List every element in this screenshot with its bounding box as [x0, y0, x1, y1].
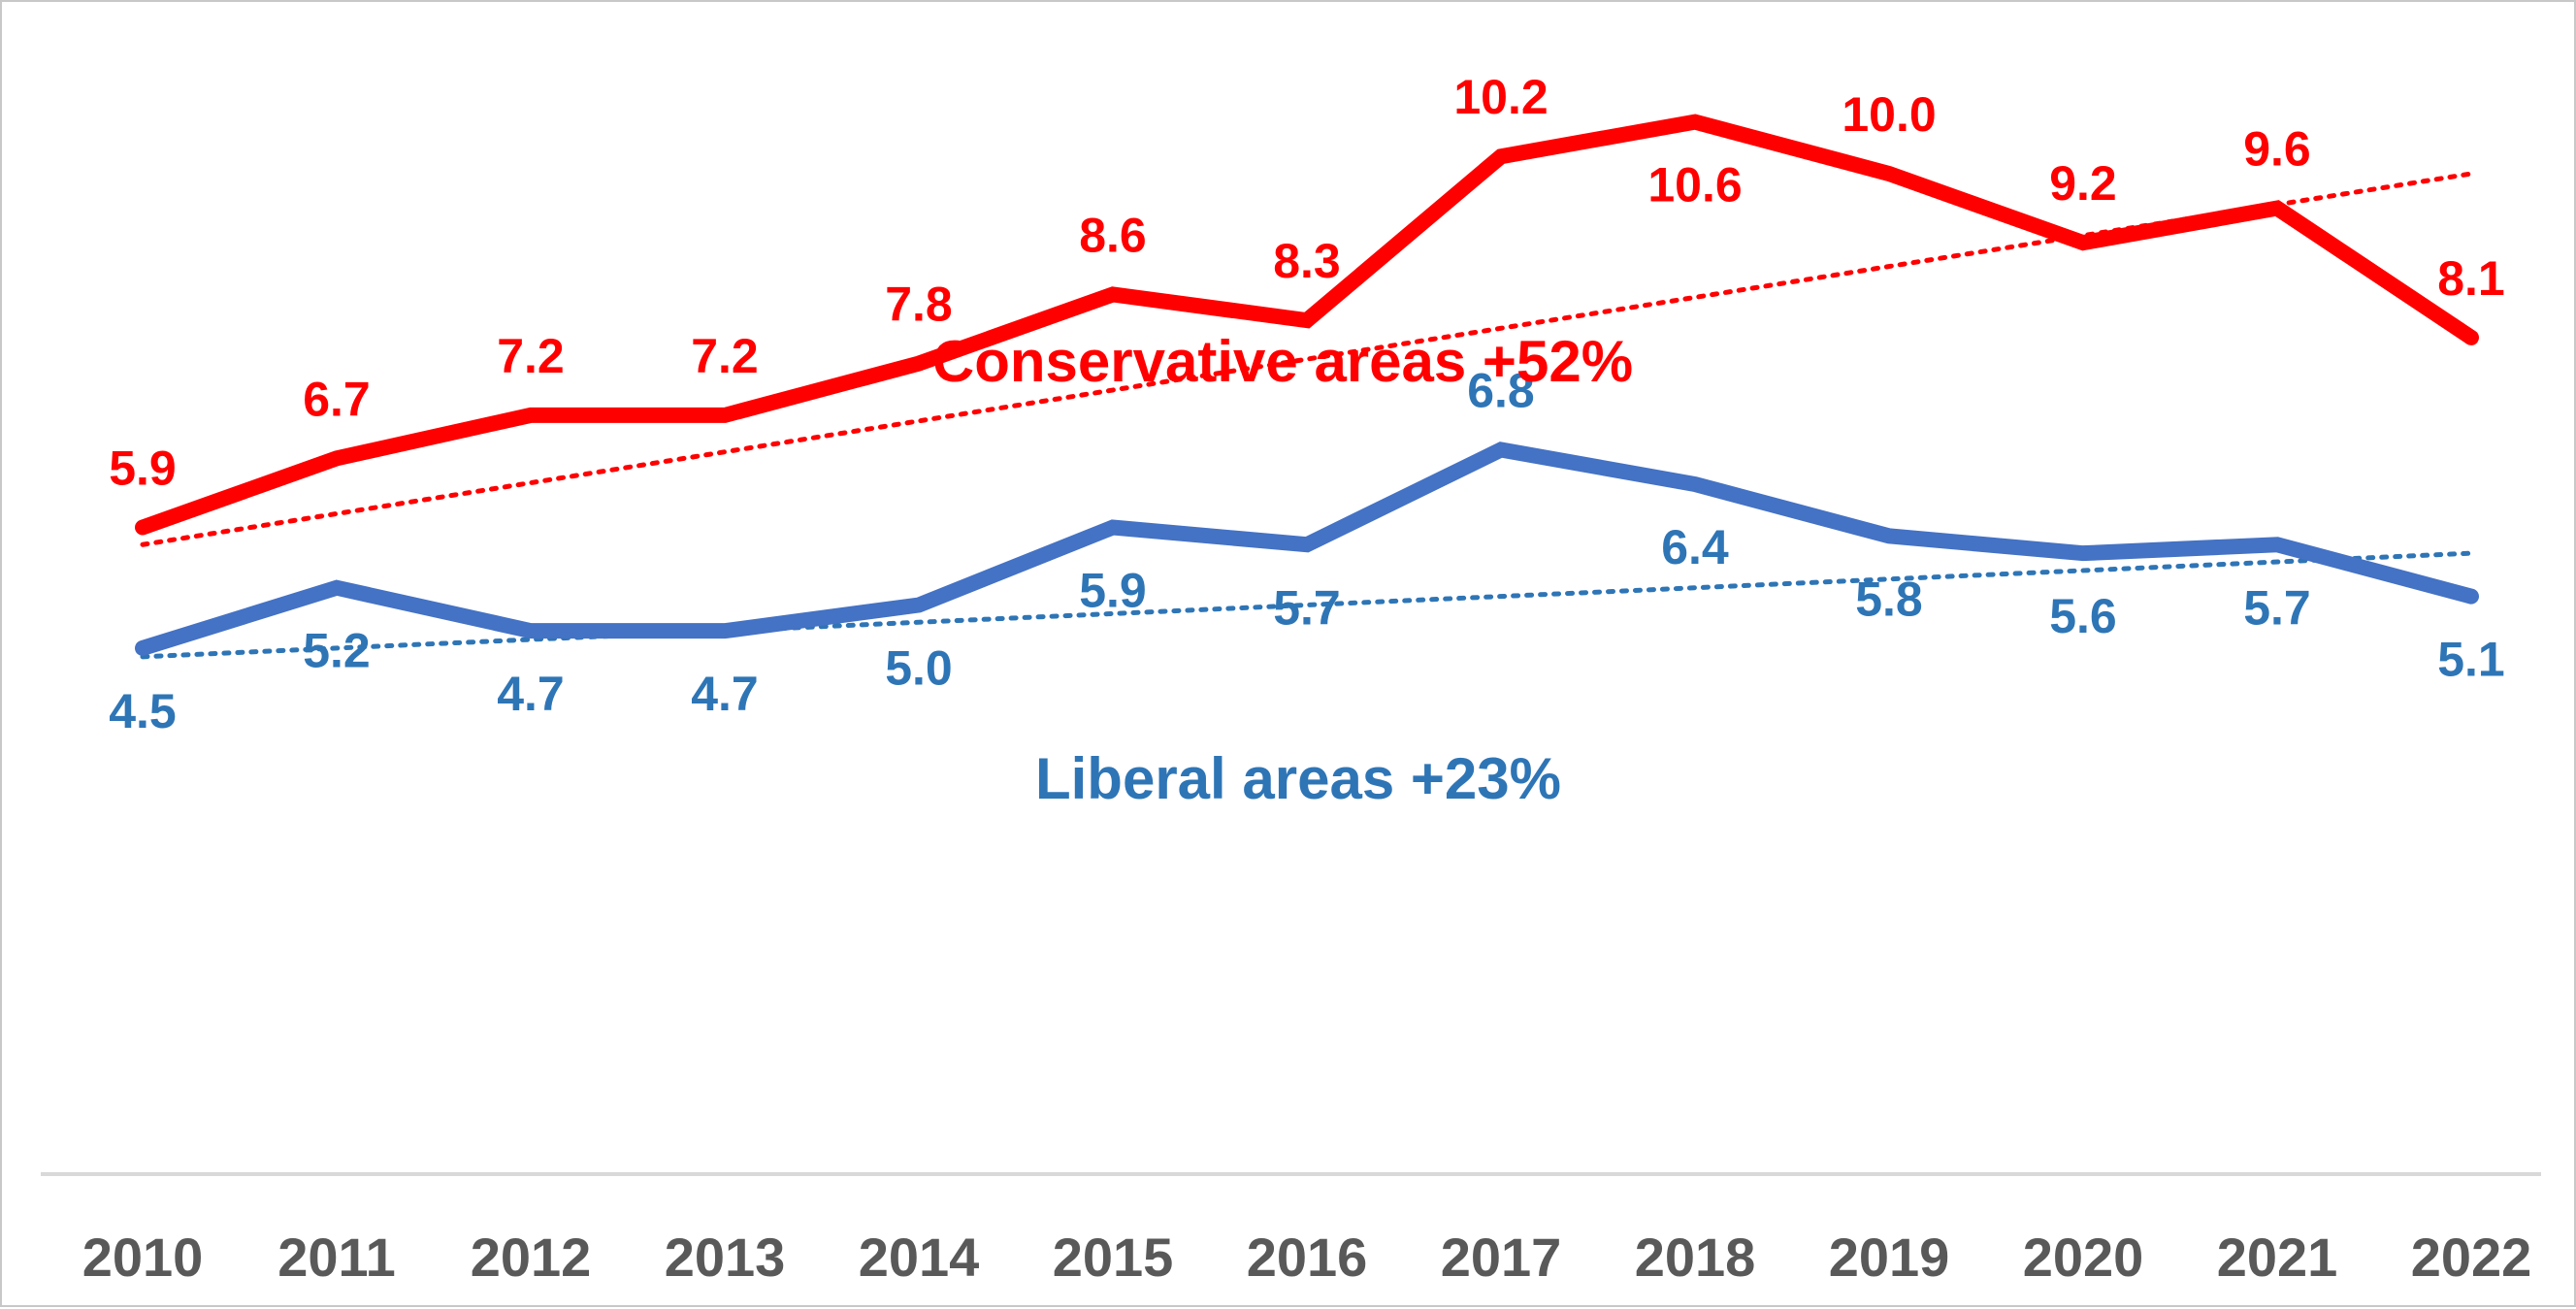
conservative-label-2014: 7.8 [885, 278, 953, 332]
liberal-label-2014: 5.0 [885, 641, 953, 696]
liberal-label-2010: 4.5 [109, 684, 177, 738]
liberal-label-2019: 5.8 [1855, 572, 1923, 626]
liberal-point-2014 [911, 598, 927, 613]
conservative-annotation: Conservative areas +52% [932, 329, 1633, 394]
liberal-point-2011 [329, 580, 344, 596]
liberal-point-2013 [717, 623, 733, 638]
conservative-label-2017: 10.2 [1453, 70, 1548, 124]
series-lines [135, 114, 2479, 656]
x-tick-2010: 2010 [82, 1227, 204, 1288]
liberal-point-2018 [1687, 476, 1703, 492]
liberal-point-2016 [1299, 537, 1315, 552]
x-tick-2014: 2014 [859, 1227, 980, 1288]
liberal-label-2022: 5.1 [2437, 633, 2505, 687]
conservative-point-2012 [523, 408, 538, 423]
conservative-point-2022 [2463, 330, 2479, 345]
liberal-annotation: Liberal areas +23% [1035, 746, 1561, 811]
liberal-point-2019 [1881, 528, 1897, 543]
conservative-point-2017 [1493, 148, 1509, 164]
conservative-label-2010: 5.9 [109, 441, 177, 495]
conservative-point-2010 [135, 519, 150, 535]
conservative-point-2018 [1687, 115, 1703, 130]
x-tick-2018: 2018 [1635, 1227, 1756, 1288]
liberal-point-2017 [1493, 442, 1509, 457]
liberal-point-2015 [1105, 519, 1121, 535]
conservative-label-2016: 8.3 [1273, 234, 1341, 288]
conservative-series-line [135, 114, 2479, 536]
x-tick-2011: 2011 [277, 1227, 396, 1288]
liberal-label-2012: 4.7 [497, 667, 565, 721]
conservative-point-2019 [1881, 166, 1897, 181]
data-labels: 5.9 6.7 7.2 7.2 7.8 8.6 8.3 10.2 10.6 10.0 9.2 9.6 8… [109, 70, 2505, 738]
conservative-point-2021 [2269, 201, 2285, 216]
liberal-label-2013: 4.7 [691, 667, 759, 721]
x-tick-2015: 2015 [1053, 1227, 1174, 1288]
x-tick-2019: 2019 [1829, 1227, 1950, 1288]
liberal-point-2020 [2075, 545, 2091, 561]
liberal-label-2016: 5.7 [1273, 580, 1341, 635]
x-tick-labels: 2010 2011 2012 2013 2014 2015 2016 2017 2018 2019… [82, 1227, 2532, 1288]
liberal-label-2018: 6.4 [1661, 520, 1729, 574]
x-tick-2013: 2013 [665, 1227, 786, 1288]
conservative-point-2011 [329, 450, 344, 466]
liberal-point-2012 [523, 623, 538, 638]
liberal-point-2010 [135, 640, 150, 656]
x-tick-2017: 2017 [1441, 1227, 1562, 1288]
liberal-series-line [135, 442, 2479, 656]
x-tick-2020: 2020 [2023, 1227, 2144, 1288]
conservative-label-2011: 6.7 [303, 372, 371, 426]
liberal-label-2015: 5.9 [1079, 563, 1147, 617]
trendlines [140, 171, 2474, 660]
conservative-point-2014 [911, 356, 927, 372]
conservative-label-2018: 10.6 [1647, 158, 1742, 213]
conservative-trendline [140, 171, 2474, 547]
conservative-point-2016 [1299, 312, 1315, 328]
conservative-label-2021: 9.6 [2243, 122, 2311, 177]
conservative-label-2022: 8.1 [2437, 251, 2505, 306]
x-tick-2016: 2016 [1247, 1227, 1368, 1288]
conservative-label-2015: 8.6 [1079, 208, 1147, 262]
conservative-label-2019: 10.0 [1842, 87, 1936, 142]
liberal-label-2017: 6.8 [1467, 363, 1535, 417]
conservative-point-2015 [1105, 286, 1121, 302]
x-tick-2022: 2022 [2411, 1227, 2532, 1288]
liberal-point-2021 [2269, 537, 2285, 552]
conservative-point-2013 [717, 408, 733, 423]
liberal-label-2011: 5.2 [303, 624, 371, 678]
liberal-label-2020: 5.6 [2049, 589, 2117, 643]
liberal-point-2022 [2463, 589, 2479, 605]
conservative-point-2020 [2075, 235, 2091, 250]
liberal-trendline [140, 550, 2474, 660]
liberal-label-2021: 5.7 [2243, 580, 2311, 635]
x-tick-2021: 2021 [2217, 1227, 2338, 1288]
x-tick-2012: 2012 [471, 1227, 592, 1288]
conservative-label-2013: 7.2 [691, 329, 759, 383]
conservative-label-2012: 7.2 [497, 329, 565, 383]
conservative-label-2020: 9.2 [2049, 156, 2117, 211]
